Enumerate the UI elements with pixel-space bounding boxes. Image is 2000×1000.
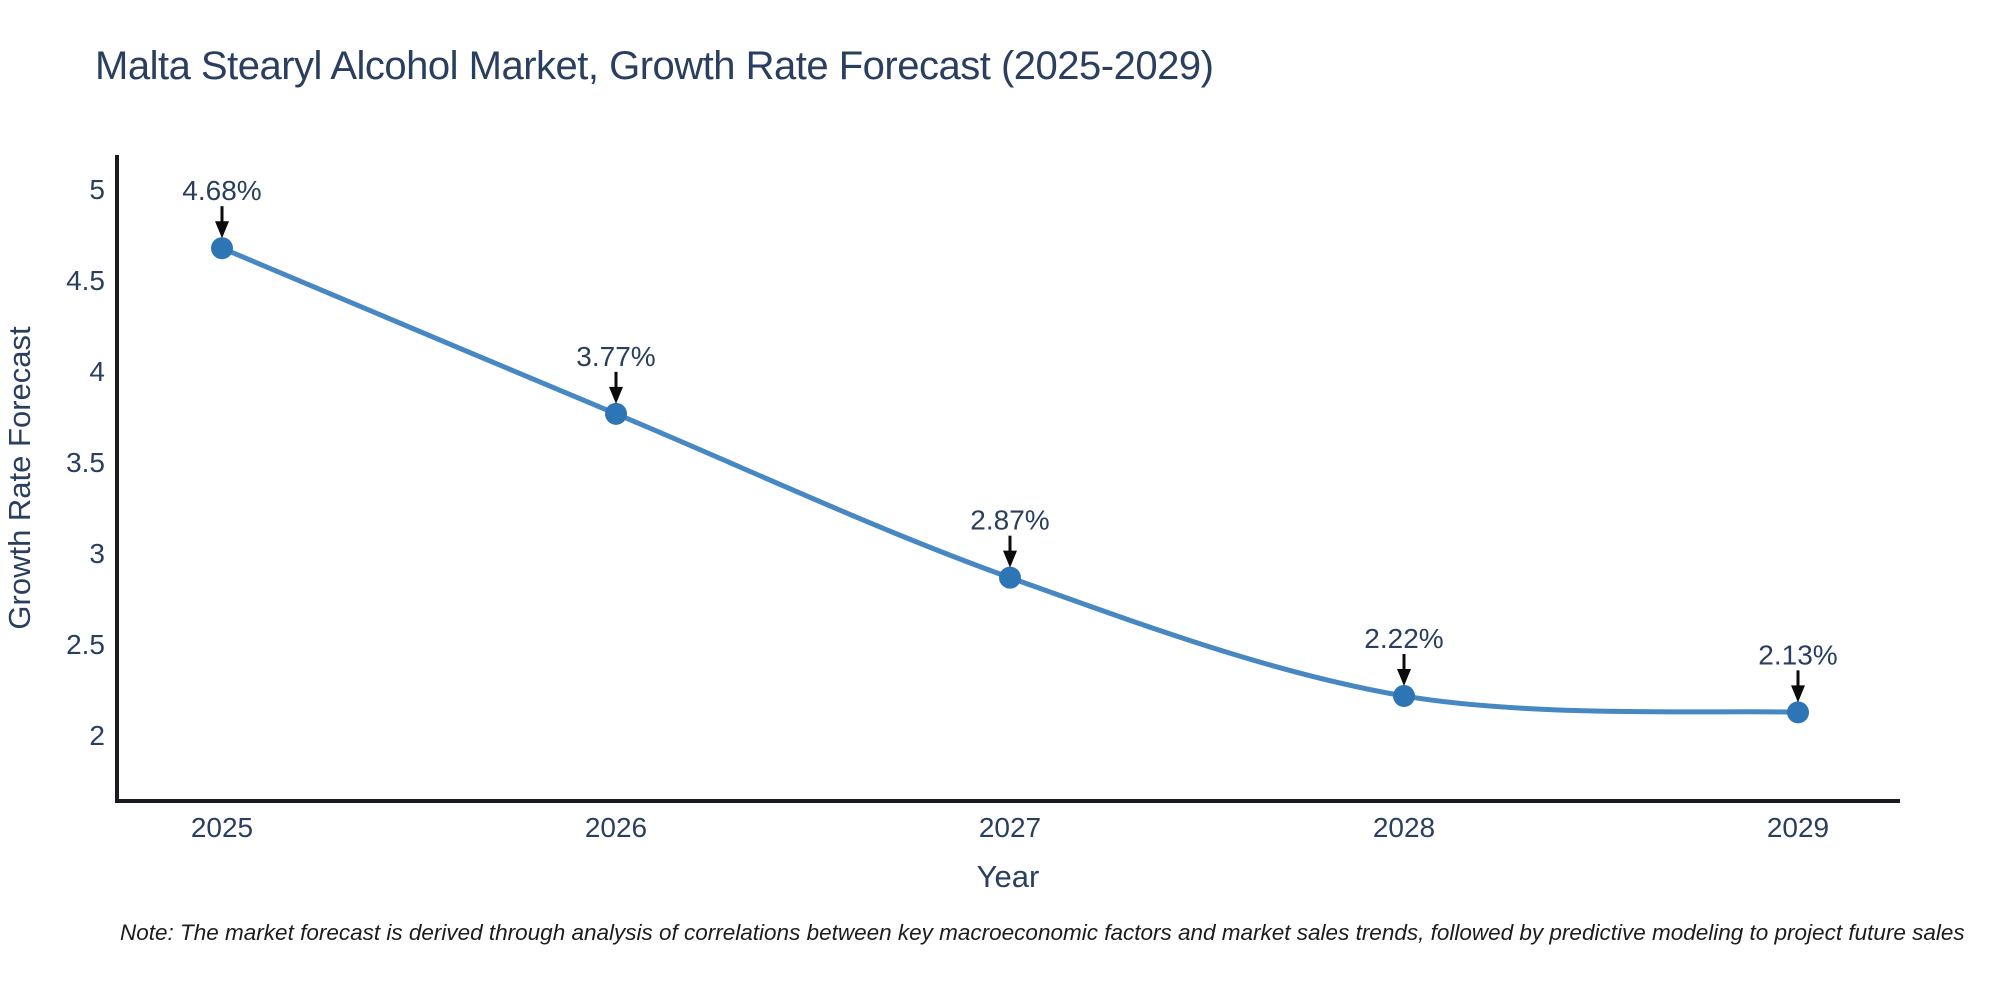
trend-line [219,245,1801,715]
point-value-label: 2.13% [1758,639,1837,670]
x-tick-label: 2027 [979,812,1041,843]
annotation-arrow-head [1397,668,1411,686]
y-tick-label: 4 [89,356,105,387]
y-tick-label: 3.5 [66,447,105,478]
point-value-label: 4.68% [182,175,261,206]
x-tick-label: 2025 [191,812,253,843]
chart-title: Malta Stearyl Alcohol Market, Growth Rat… [95,44,1213,88]
y-axis-title: Growth Rate Forecast [2,326,37,630]
data-point-marker [211,237,233,260]
point-value-label: 3.77% [576,341,655,372]
y-tick-label: 2 [89,720,105,751]
data-point-marker [999,566,1021,589]
y-tick-label: 4.5 [66,265,105,296]
plot-area: 2 2.5 3 3.5 4 4.5 5 2025 2026 2027 2028 2029 4.68% 3.… [66,155,1900,843]
annotation-arrow-head [1791,685,1805,703]
footnote: Note: The market forecast is derived thr… [120,920,1965,945]
data-point-marker [1787,701,1809,724]
data-point-marker [605,402,627,425]
annotation-arrow-head [609,386,623,404]
point-value-label: 2.22% [1364,623,1443,654]
y-tick-label: 3 [89,538,105,569]
y-tick-label: 5 [89,174,105,205]
x-tick-label: 2026 [585,812,647,843]
x-axis-title: Year [977,859,1040,894]
point-value-label: 2.87% [970,505,1049,536]
annotation-arrow-head [1003,550,1017,568]
data-point-marker [1393,684,1415,707]
x-tick-label: 2029 [1767,812,1829,843]
y-tick-label: 2.5 [66,629,105,660]
annotation-arrow-head [215,221,229,239]
x-tick-label: 2028 [1373,812,1435,843]
